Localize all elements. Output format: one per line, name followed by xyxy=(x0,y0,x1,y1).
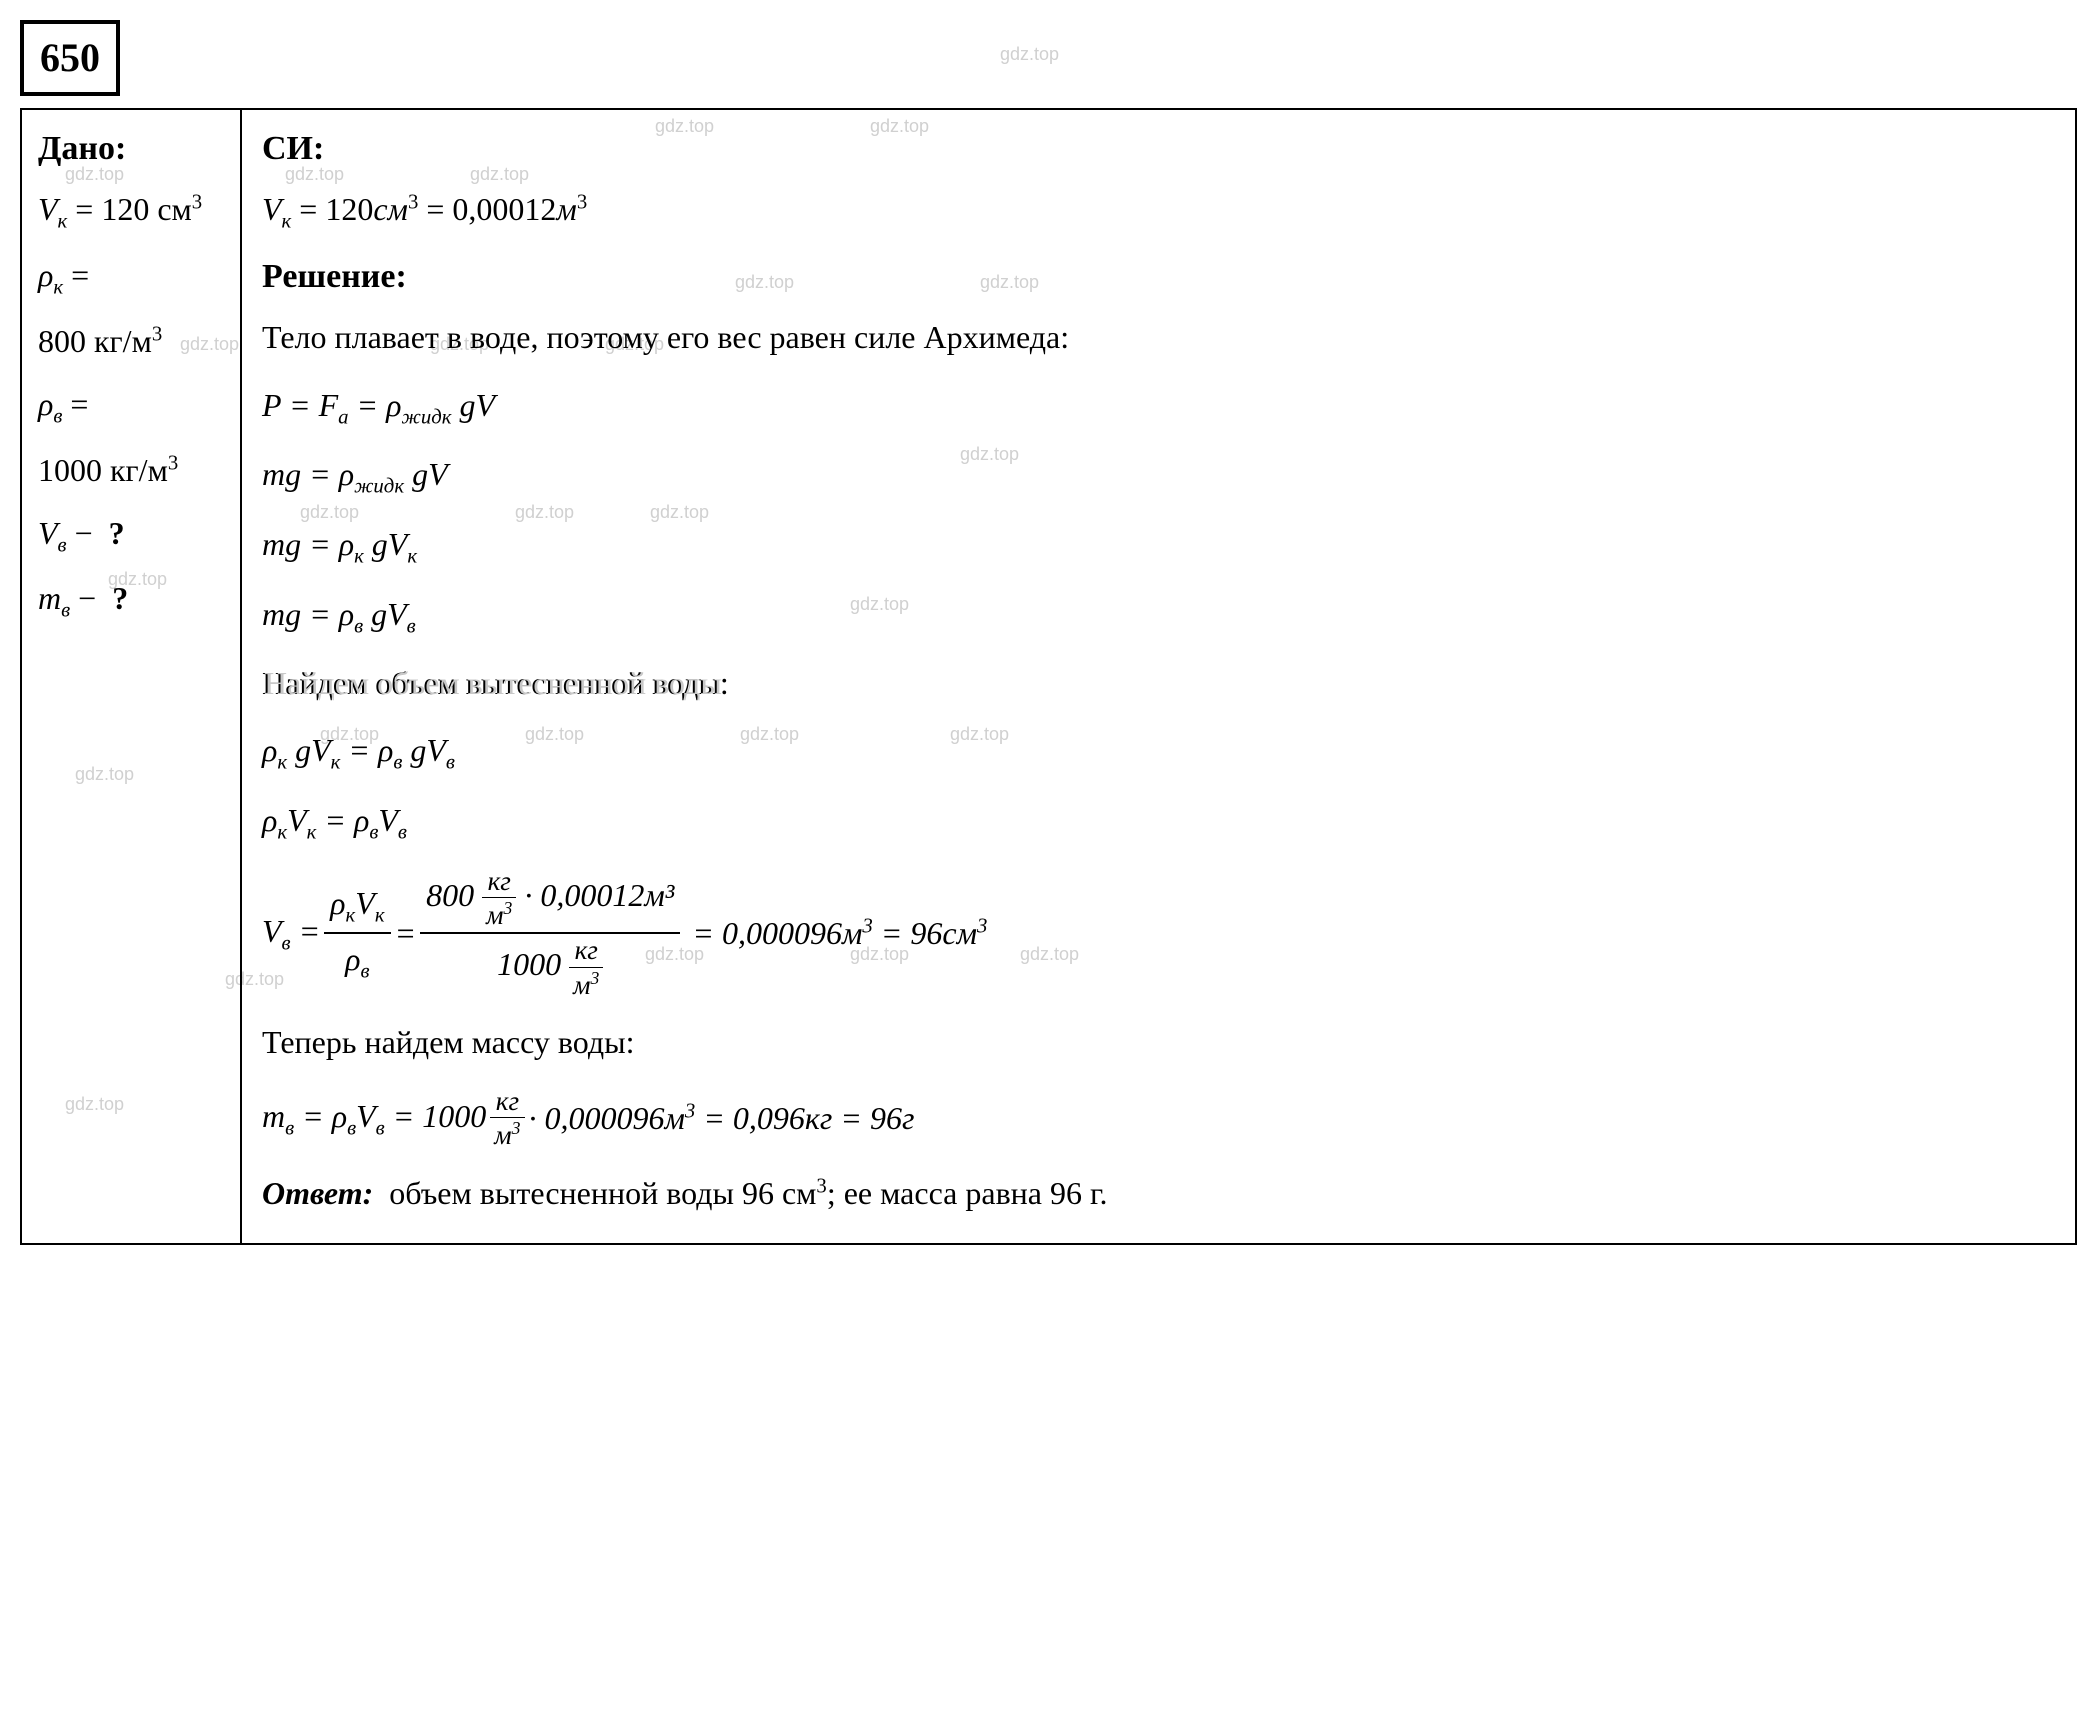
given-line-3: 800 кг/м3 xyxy=(38,316,224,367)
given-title: Дано: xyxy=(38,122,224,176)
si-conversion: Vк = 120см3 = 0,00012м3 xyxy=(262,184,2055,238)
formula-2: mg = ρжидк gV xyxy=(262,449,2055,503)
main-container: Дано: Vк = 120 см3 ρк = 800 кг/м3 ρв = 1… xyxy=(20,108,2077,1245)
formula-8: mв = ρвVв = 1000 кгм3 · 0,000096м3 = 0,0… xyxy=(262,1085,2055,1152)
given-line-4: ρв = xyxy=(38,379,224,433)
formula-6: ρкVк = ρвVв xyxy=(262,795,2055,849)
given-line-6: Vв − ? xyxy=(38,508,224,562)
solution-text-2: Найдем объем вытесненной воды Найдем объ… xyxy=(262,658,2055,709)
formula-7: Vв = ρкVк ρв = 800 кгм3 · 0,00012м³ 1000… xyxy=(262,865,2055,1002)
si-title: СИ: xyxy=(262,122,2055,176)
problem-number: 650 xyxy=(20,20,120,96)
answer-label: Ответ: xyxy=(262,1175,373,1211)
solution-column: СИ: Vк = 120см3 = 0,00012м3 Решение: Тел… xyxy=(242,110,2075,1243)
given-line-7: mв − ? xyxy=(38,573,224,627)
formula-1: P = Fa = ρжидк gV xyxy=(262,380,2055,434)
given-column: Дано: Vк = 120 см3 ρк = 800 кг/м3 ρв = 1… xyxy=(22,110,242,1243)
answer-line: Ответ: объем вытесненной воды 96 см3; ее… xyxy=(262,1168,2055,1219)
solution-text-1: Тело плавает в воде, поэтому его вес рав… xyxy=(262,312,2055,363)
formula-5: ρк gVк = ρв gVв xyxy=(262,725,2055,779)
given-line-1: Vк = 120 см3 xyxy=(38,184,224,238)
formula-3: mg = ρк gVк xyxy=(262,519,2055,573)
answer-text: объем вытесненной воды 96 см3; ее масса … xyxy=(381,1175,1107,1211)
given-line-2: ρк = xyxy=(38,250,224,304)
formula-4: mg = ρв gVв xyxy=(262,589,2055,643)
solution-title: Решение: xyxy=(262,250,2055,304)
solution-text-3: Теперь найдем массу воды: xyxy=(262,1017,2055,1068)
given-line-5: 1000 кг/м3 xyxy=(38,445,224,496)
